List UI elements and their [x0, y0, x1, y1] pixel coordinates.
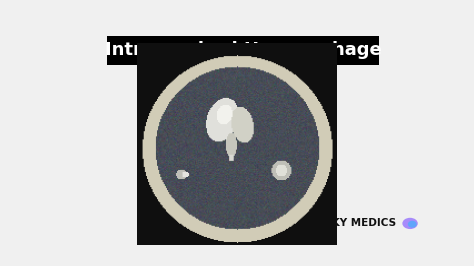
Text: Intracerebral Haemorrhage: Intracerebral Haemorrhage	[105, 41, 381, 59]
FancyBboxPatch shape	[107, 36, 379, 65]
Ellipse shape	[408, 221, 417, 228]
Ellipse shape	[402, 218, 418, 229]
Text: GEEKY MEDICS: GEEKY MEDICS	[309, 218, 396, 228]
